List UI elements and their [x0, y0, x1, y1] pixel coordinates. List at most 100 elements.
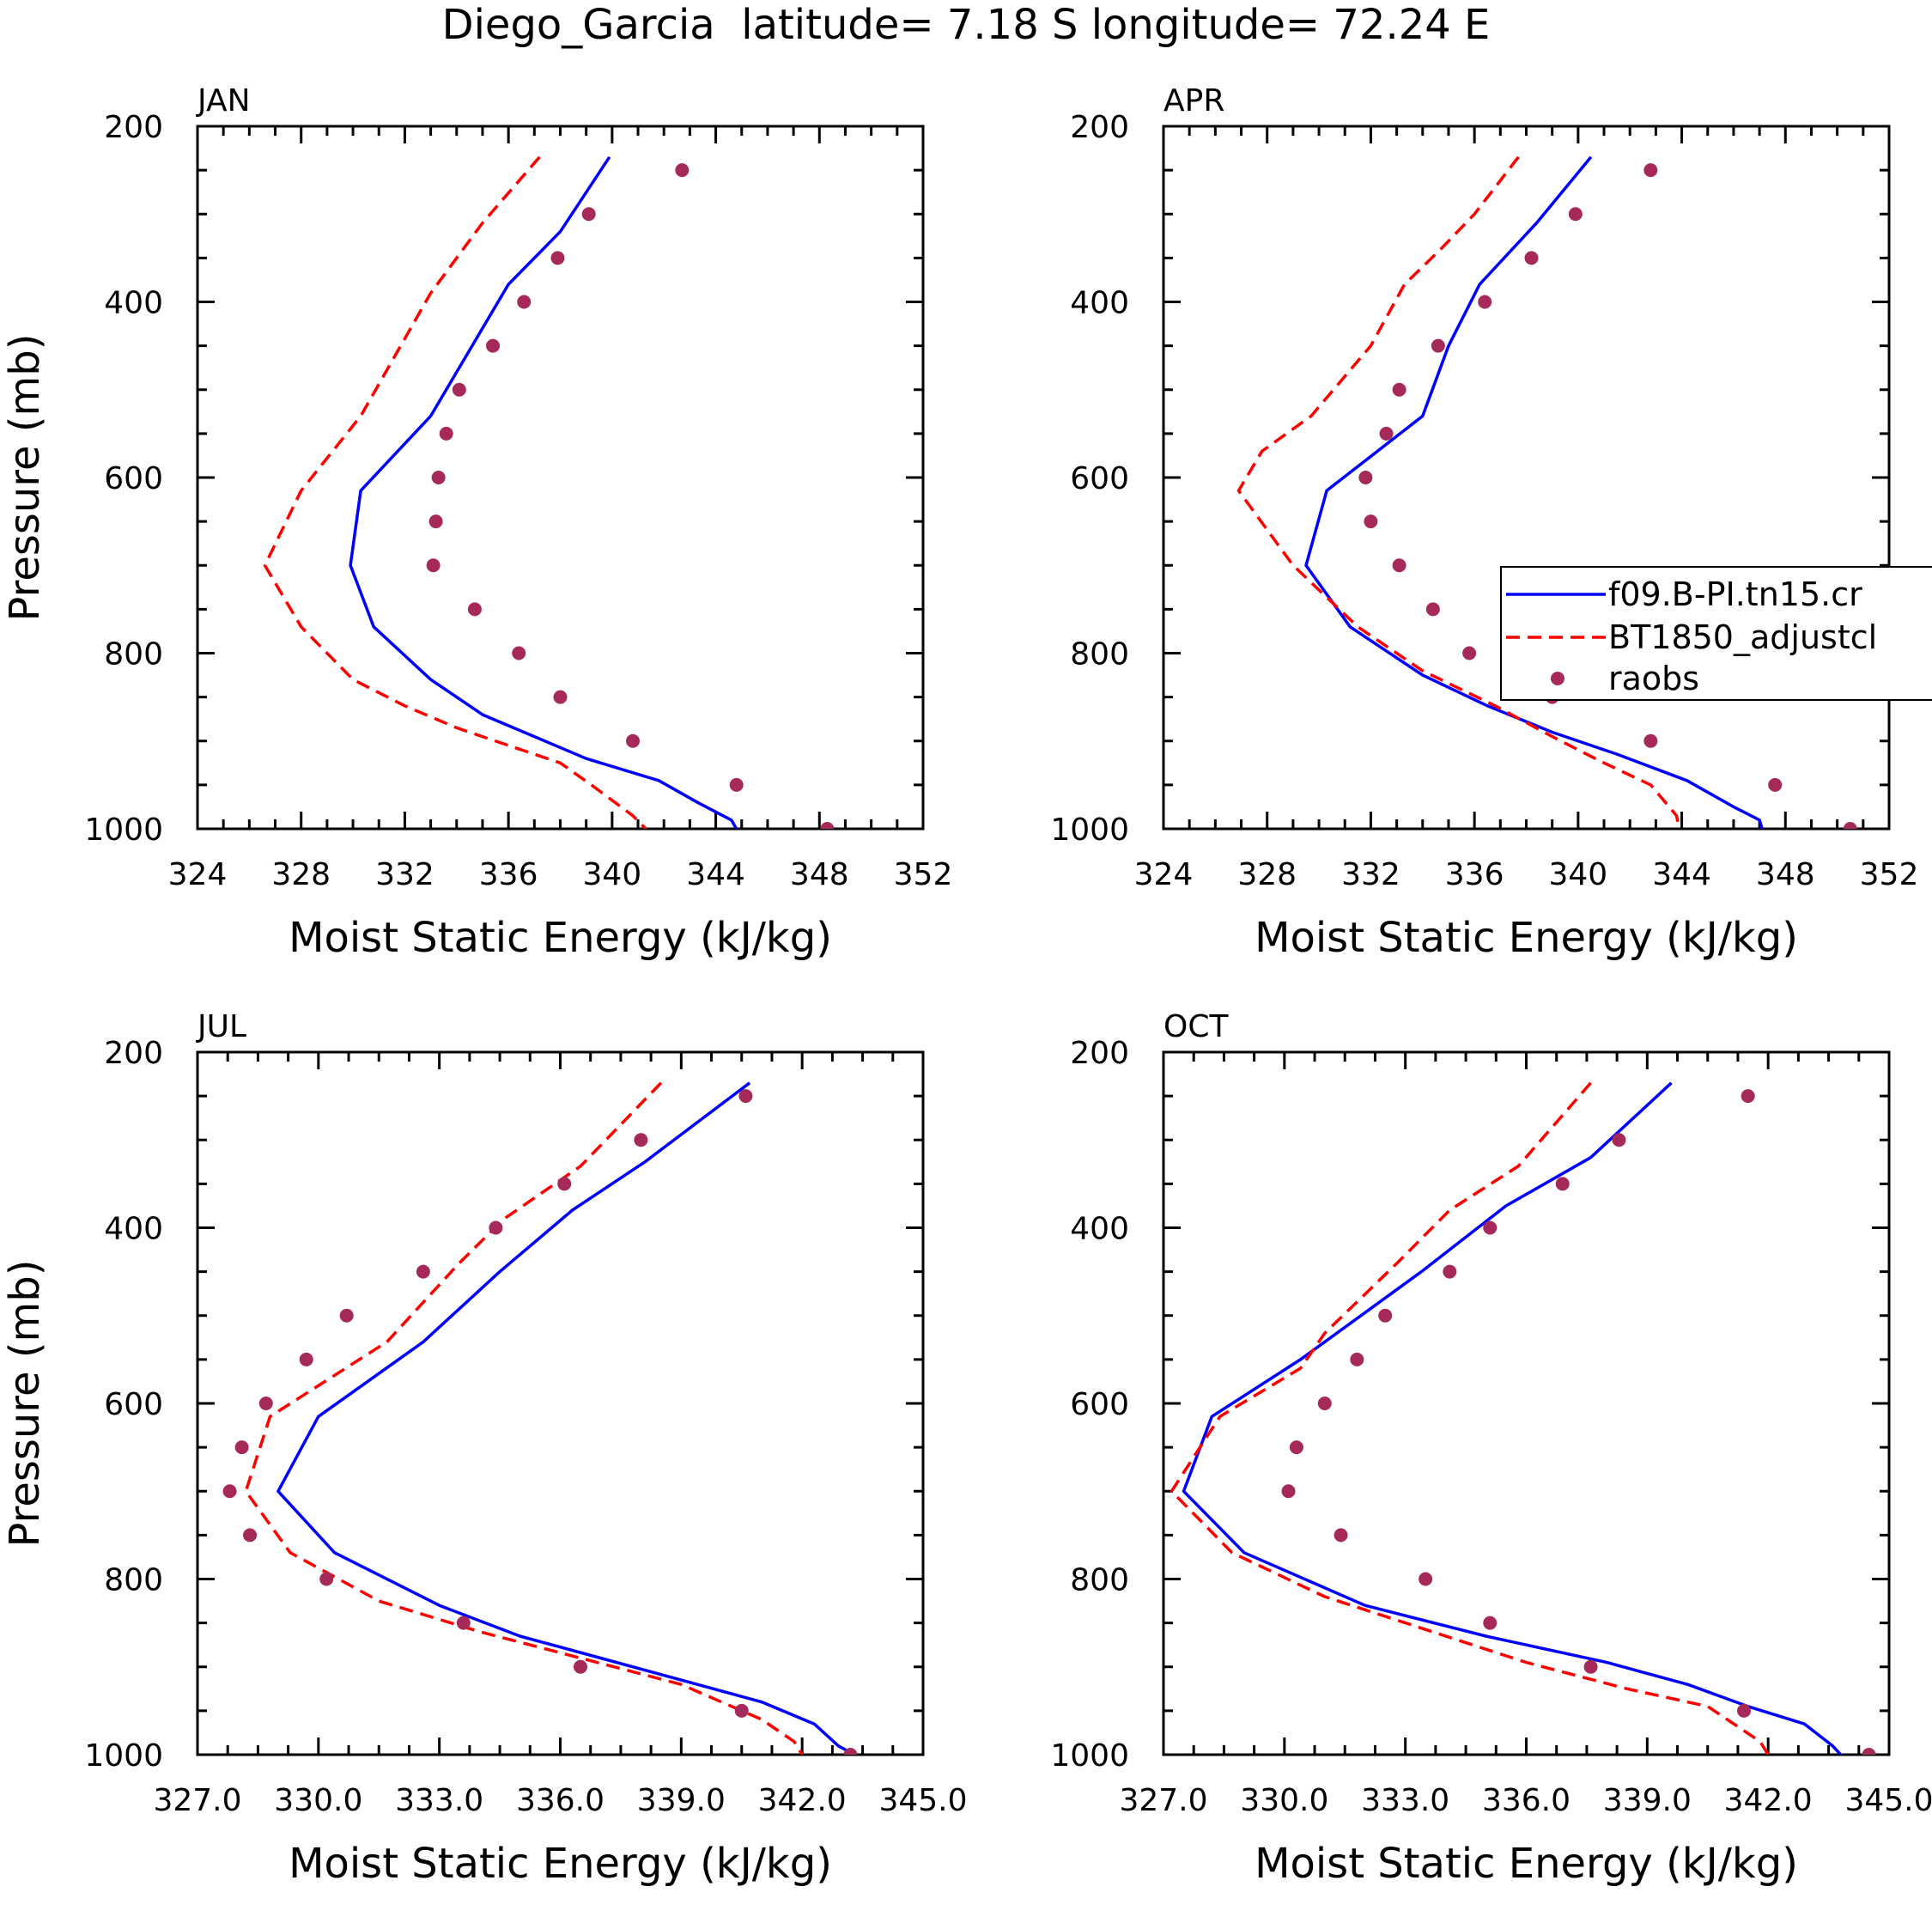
x-tick-label: 332: [1341, 857, 1400, 892]
raobs-point: [319, 1572, 334, 1586]
y-tick-label: 1000: [1050, 1738, 1129, 1774]
raobs-point: [428, 514, 443, 529]
model-line-f09: [1304, 155, 1764, 829]
raobs-point: [1334, 1528, 1348, 1543]
raobs-point: [439, 426, 453, 441]
y-tick-label: 200: [1070, 110, 1129, 145]
y-tick-label: 1000: [1050, 812, 1129, 848]
y-tick-label: 400: [104, 286, 163, 321]
raobs-point: [626, 733, 640, 748]
x-tick-label: 336.0: [516, 1783, 605, 1818]
raobs-point: [738, 1089, 753, 1104]
raobs-point: [1862, 1748, 1876, 1755]
x-axis-label: Moist Static Energy (kJ/kg): [289, 1840, 832, 1888]
y-tick-label: 600: [104, 461, 163, 496]
panel-title: APR: [1163, 83, 1224, 119]
legend-label: BT1850_adjustcl: [1608, 618, 1877, 656]
raobs-point: [1350, 1352, 1364, 1366]
raobs-point: [1431, 338, 1445, 353]
x-tick-label: 336: [479, 857, 538, 892]
raobs-point: [1317, 1397, 1332, 1410]
x-tick-label: 340: [582, 857, 641, 892]
raobs-point: [1379, 426, 1394, 441]
x-tick-label: 324: [1134, 857, 1194, 892]
raobs-point: [1643, 733, 1658, 748]
x-axis-label: Moist Static Energy (kJ/kg): [1255, 1840, 1798, 1888]
raobs-point: [1419, 1572, 1433, 1586]
legend-marker-raobs: [1551, 672, 1564, 685]
model-line-bt1850: [1170, 1081, 1770, 1755]
raobs-point: [1643, 163, 1658, 178]
x-tick-label: 332: [375, 857, 434, 892]
x-tick-label: 336: [1445, 857, 1504, 892]
y-tick-label: 600: [1070, 461, 1129, 496]
model-line-bt1850: [244, 1081, 804, 1755]
plot-area: [222, 1081, 858, 1755]
y-tick-label: 1000: [84, 1738, 163, 1774]
raobs-point: [486, 338, 501, 353]
raobs-point: [416, 1264, 430, 1279]
raobs-point: [1843, 822, 1857, 829]
raobs-point: [553, 690, 568, 704]
panel-title: JAN: [196, 83, 251, 119]
y-axis-label: Pressure (mb): [1, 334, 49, 622]
raobs-point: [339, 1308, 354, 1323]
x-tick-label: 327.0: [1119, 1783, 1207, 1818]
x-tick-label: 339.0: [1603, 1783, 1692, 1818]
panel-jan: 324 328 332 336 340 344 348 352 200 400 600 800 1000…: [1, 83, 952, 962]
x-tick-label: 348: [1756, 857, 1815, 892]
raobs-point: [573, 1659, 587, 1674]
x-tick-label: 345.0: [1844, 1783, 1932, 1818]
x-tick-label: 340: [1548, 857, 1607, 892]
x-tick-label: 328: [1237, 857, 1297, 892]
y-tick-label: 800: [1070, 637, 1129, 672]
model-line-bt1850: [263, 155, 647, 829]
raobs-point: [512, 646, 526, 660]
raobs-point: [550, 251, 565, 265]
raobs-point: [1358, 471, 1373, 484]
y-tick-label: 800: [104, 1563, 163, 1598]
raobs-point: [1392, 558, 1406, 573]
y-tick-label: 200: [104, 110, 163, 145]
raobs-point: [729, 777, 744, 792]
raobs-point: [243, 1528, 258, 1543]
x-tick-label: 324: [168, 857, 228, 892]
raobs-point: [234, 1440, 249, 1455]
y-tick-label: 1000: [84, 812, 163, 848]
raobs-point: [452, 382, 466, 397]
y-tick-label: 800: [104, 637, 163, 672]
x-tick-label: 344: [686, 857, 745, 892]
x-tick-label: 348: [790, 857, 849, 892]
x-tick-label: 330.0: [1240, 1783, 1328, 1818]
raobs-point: [843, 1748, 858, 1755]
y-tick-label: 600: [1070, 1387, 1129, 1422]
raobs-point: [1555, 1177, 1570, 1191]
y-tick-label: 200: [104, 1036, 163, 1071]
raobs-point: [1289, 1440, 1303, 1455]
y-tick-label: 800: [1070, 1563, 1129, 1598]
raobs-point: [1281, 1484, 1296, 1499]
x-tick-label: 342.0: [758, 1783, 847, 1818]
x-tick-label: 339.0: [637, 1783, 726, 1818]
y-tick-label: 600: [104, 1387, 163, 1422]
panel-jul: 327.0 330.0 333.0 336.0 339.0 342.0 345.0 200 40…: [1, 1009, 968, 1888]
raobs-point: [1583, 1659, 1598, 1674]
x-axis-label: Moist Static Energy (kJ/kg): [289, 914, 832, 962]
x-tick-label: 342.0: [1724, 1783, 1813, 1818]
legend-label: raobs: [1608, 660, 1699, 697]
raobs-point: [517, 295, 532, 309]
plot-area: [263, 155, 835, 829]
x-tick-label: 345.0: [878, 1783, 967, 1818]
y-axis-label: Pressure (mb): [1, 1260, 49, 1548]
raobs-point: [1392, 382, 1406, 397]
panel-title: JUL: [196, 1009, 246, 1044]
model-line-bt1850: [1236, 155, 1681, 829]
panel-apr: 324 328 332 336 340 344 348 352 200 400 600 800 1000…: [1050, 83, 1932, 962]
x-tick-label: 344: [1652, 857, 1711, 892]
legend-label: f09.B-PI.tn15.cr: [1608, 575, 1862, 613]
raobs-point: [1741, 1089, 1755, 1104]
plot-frame: [196, 1050, 925, 1756]
model-line-f09: [349, 155, 738, 829]
raobs-point: [467, 602, 482, 617]
